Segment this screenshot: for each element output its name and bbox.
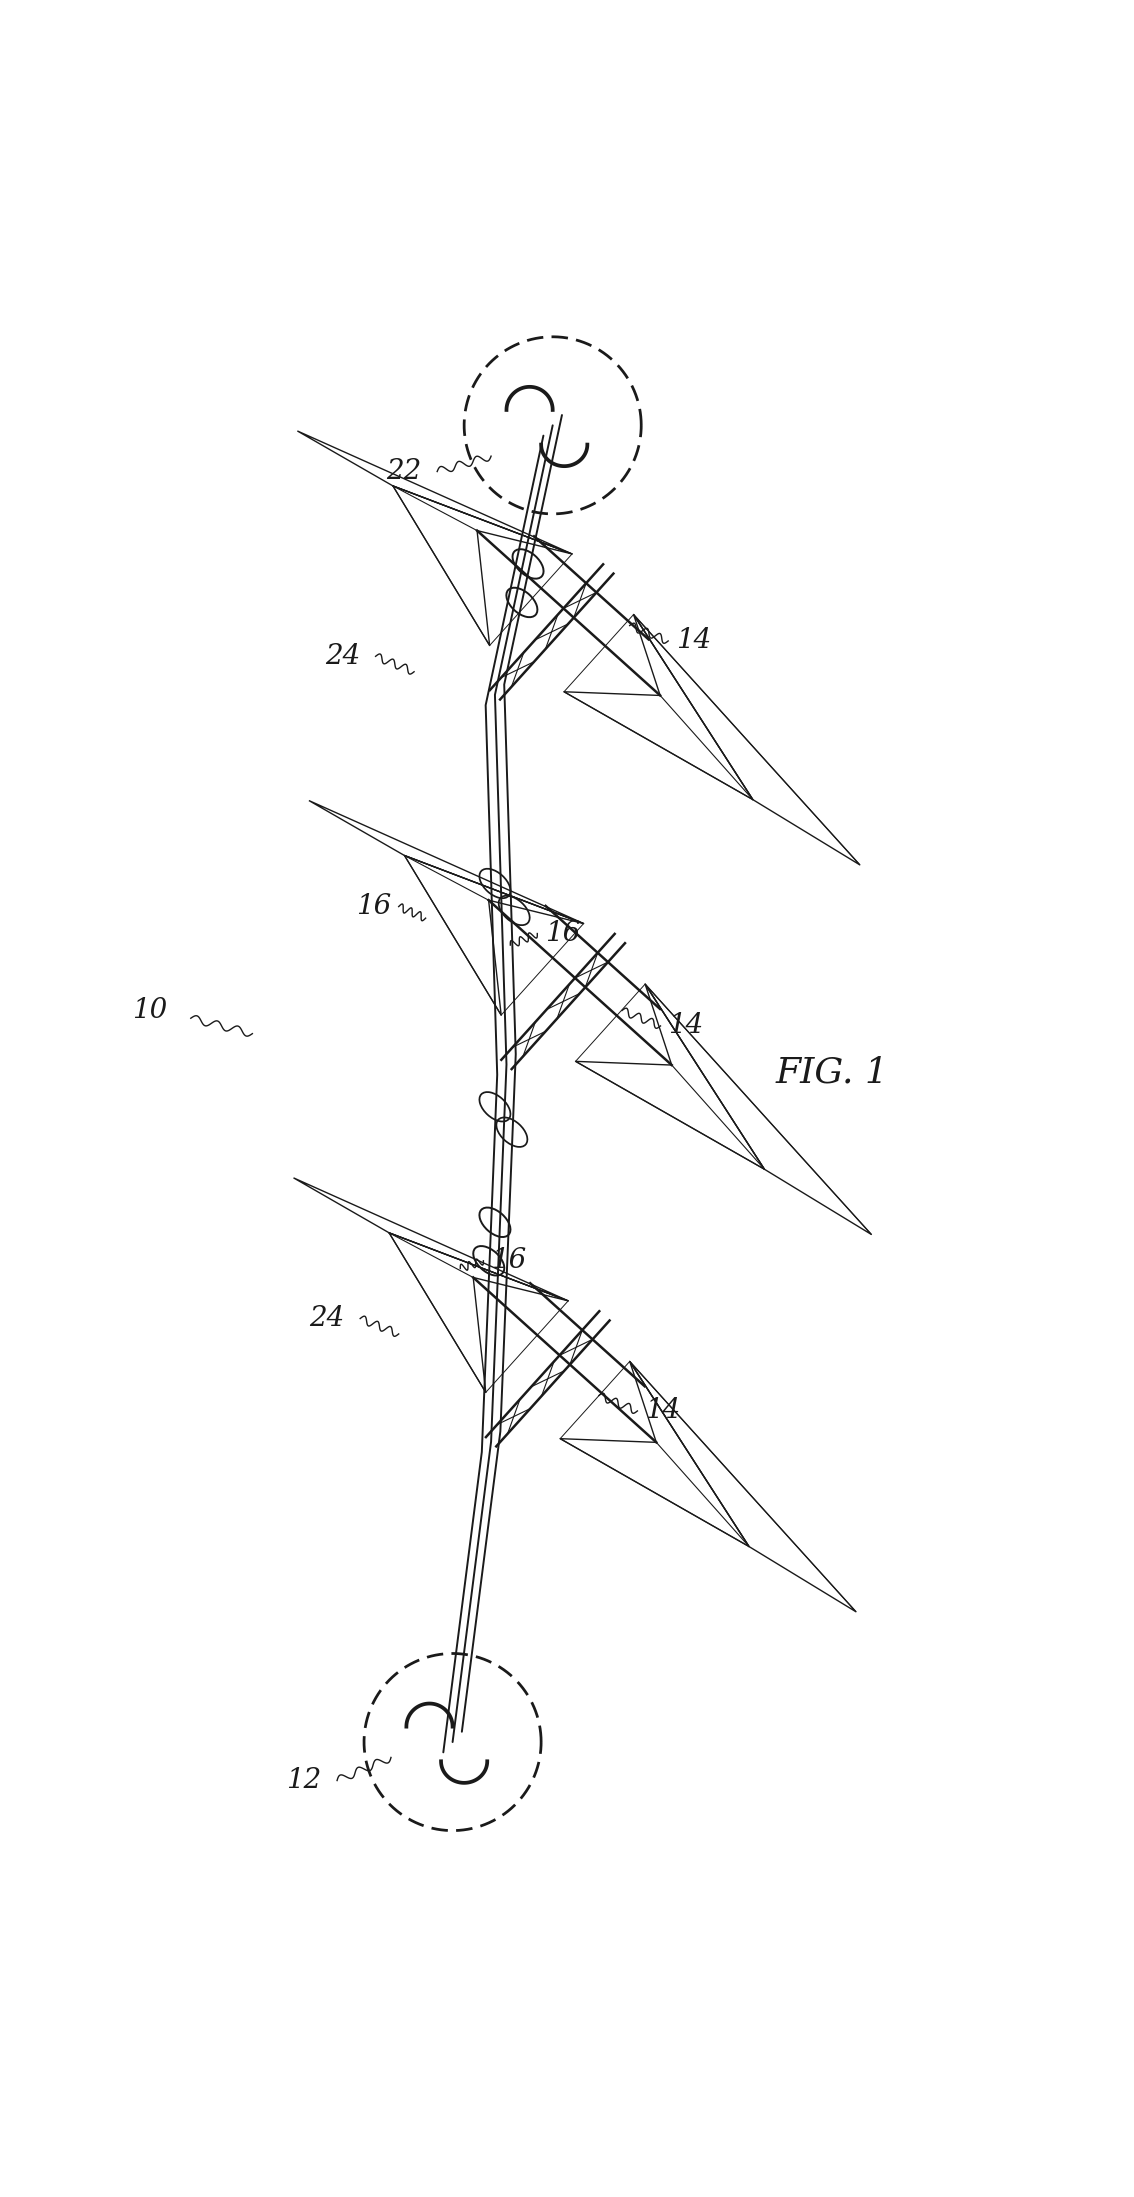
Text: FIG. 1: FIG. 1 bbox=[776, 1055, 889, 1090]
Text: 14: 14 bbox=[668, 1013, 703, 1039]
Text: 16: 16 bbox=[356, 894, 391, 921]
Text: 16: 16 bbox=[491, 1248, 526, 1274]
Text: 24: 24 bbox=[310, 1305, 345, 1331]
Text: 16: 16 bbox=[545, 921, 581, 947]
Text: 12: 12 bbox=[287, 1766, 322, 1795]
Text: 24: 24 bbox=[325, 644, 361, 670]
Text: 22: 22 bbox=[387, 457, 422, 486]
Text: 14: 14 bbox=[645, 1397, 680, 1424]
Text: 14: 14 bbox=[676, 628, 711, 655]
Text: 10: 10 bbox=[133, 997, 168, 1024]
